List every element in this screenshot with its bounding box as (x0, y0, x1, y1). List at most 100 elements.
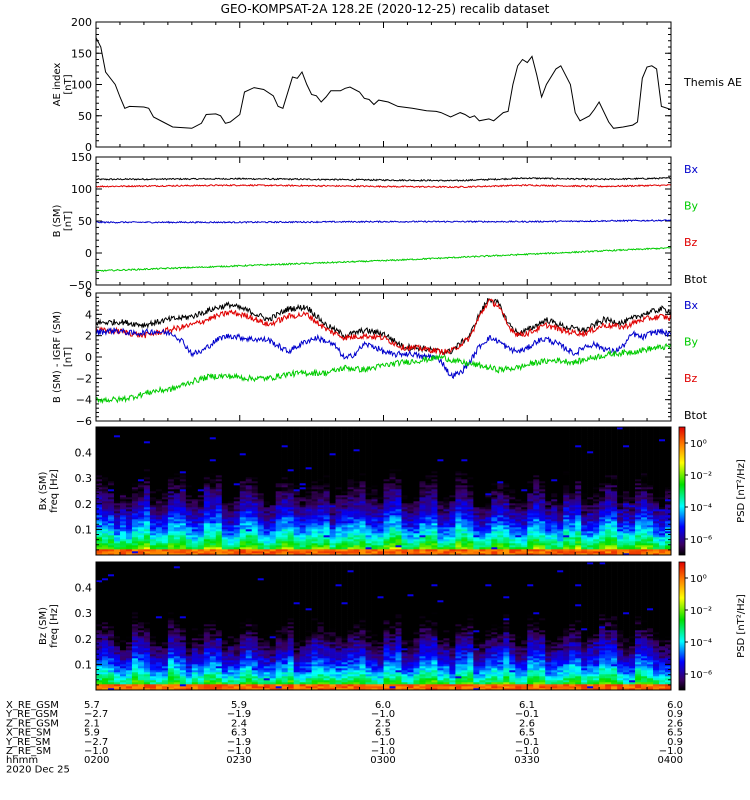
spectrogram-cell (479, 487, 486, 490)
spectrogram-cell (257, 513, 265, 516)
spectrogram-cell (203, 497, 211, 500)
spectrogram-cell (479, 521, 486, 524)
spectrogram-cell (365, 545, 372, 548)
spectrogram-cell (647, 507, 654, 510)
spectrogram-cell (191, 533, 199, 536)
spectrogram-cell (275, 549, 282, 552)
spectrogram-cell (347, 511, 354, 514)
spectrogram-cell (269, 533, 276, 536)
spectrogram-cell (281, 521, 288, 524)
spectrogram-cell (341, 503, 348, 506)
spectrogram-cell (407, 485, 414, 488)
spectrogram-cell (413, 531, 420, 534)
spectrogram-cell (605, 527, 612, 530)
spectrogram-cell (113, 471, 121, 474)
spectrogram-cell (617, 483, 624, 486)
y-tick-label: 4 (85, 308, 92, 321)
spectrogram-cell (275, 479, 282, 482)
spectrogram-cell (497, 509, 504, 512)
spectrogram-cell (263, 461, 270, 464)
spectrogram-cell (569, 523, 576, 526)
spectrogram-cell (191, 461, 199, 464)
spectrogram-cell (377, 483, 384, 486)
spectrogram-cell (101, 493, 109, 496)
spectrogram-cell (233, 537, 241, 540)
spectrogram-cell (305, 497, 312, 500)
spectrogram-cell (587, 503, 594, 506)
spectrogram-cell (647, 509, 654, 512)
spectrogram-cell (251, 549, 259, 552)
spectrogram-cell (179, 495, 187, 498)
spectrogram-cell (605, 551, 612, 554)
spectrogram-cell (665, 531, 672, 534)
spectrogram-cell (575, 523, 582, 526)
spectrogram-cell (155, 487, 163, 490)
spectrogram-cell (269, 465, 276, 468)
spectrogram-cell (461, 483, 468, 486)
spectrogram-cell (221, 459, 229, 462)
spectrogram-cell (275, 509, 282, 512)
spectrogram-cell (443, 487, 450, 490)
spectrogram-cell (431, 461, 438, 464)
spectrogram-cell (119, 549, 127, 552)
spectrogram-cell (167, 545, 175, 548)
spectrogram-cell (599, 477, 606, 480)
spectrogram-cell (455, 531, 462, 534)
spectrogram-cell (239, 461, 247, 464)
spectrogram-cell (161, 523, 169, 526)
spectrogram-cell (239, 471, 247, 474)
spectrogram-cell (521, 469, 528, 472)
spectrogram-cell (593, 511, 600, 514)
spectrogram-cell (323, 539, 330, 542)
spectrogram-cell (557, 537, 564, 540)
spectrogram-cell (299, 519, 306, 522)
spectrogram-cell (485, 509, 492, 512)
spectrogram-cell (341, 521, 348, 524)
spectrogram-cell (311, 503, 318, 506)
spectrogram-cell (383, 531, 390, 534)
spectrogram-cell (401, 517, 408, 520)
spectrogram-cell (305, 491, 312, 494)
spectrogram-cell (137, 461, 145, 464)
spectrogram-cell (647, 467, 654, 470)
spectrogram-cell (221, 541, 229, 544)
spectrogram-cell (413, 549, 420, 552)
spectrogram-cell (407, 467, 414, 470)
spectrogram-cell (503, 495, 510, 498)
spectrogram-cell (389, 539, 396, 542)
spectrogram-cell (665, 515, 672, 518)
spectrogram-cell (479, 497, 486, 500)
spectrogram-cell (317, 477, 324, 480)
spectrogram-cell (329, 545, 336, 548)
spectrogram-cell (233, 485, 241, 488)
spectrogram-cell (551, 527, 558, 530)
spectrogram-cell (419, 507, 426, 510)
spectrogram-cell (551, 505, 558, 508)
spectrogram-cell (665, 463, 672, 466)
spectrogram-cell (365, 461, 372, 464)
spectrogram-cell (605, 539, 612, 542)
spectrogram-cell (239, 531, 247, 534)
spectrogram-cell (437, 505, 444, 508)
spectrogram-cell (611, 537, 618, 540)
spectrogram-cell (203, 467, 211, 470)
spectrogram-cell (125, 539, 133, 542)
spectrogram-cell (155, 465, 163, 468)
spectrogram-cell (347, 543, 354, 546)
spectrogram-cell (131, 495, 139, 498)
spectrogram-cell (593, 459, 600, 462)
spectrogram-cell (269, 467, 276, 470)
spectrogram-cell (209, 531, 217, 534)
spectrogram-cell (221, 475, 229, 478)
spectrogram-cell (443, 497, 450, 500)
spectrogram-cell (509, 535, 516, 538)
spectrogram-cell (347, 463, 354, 466)
spectrogram-cell (455, 523, 462, 526)
spectrogram-cell (515, 549, 522, 552)
spectrogram-cell (419, 493, 426, 496)
spectrogram-cell (239, 481, 247, 484)
spectrogram-cell (329, 541, 336, 544)
spectrogram-cell (281, 541, 288, 544)
spectrogram-cell (641, 537, 648, 540)
spectrogram-cell (347, 499, 354, 502)
